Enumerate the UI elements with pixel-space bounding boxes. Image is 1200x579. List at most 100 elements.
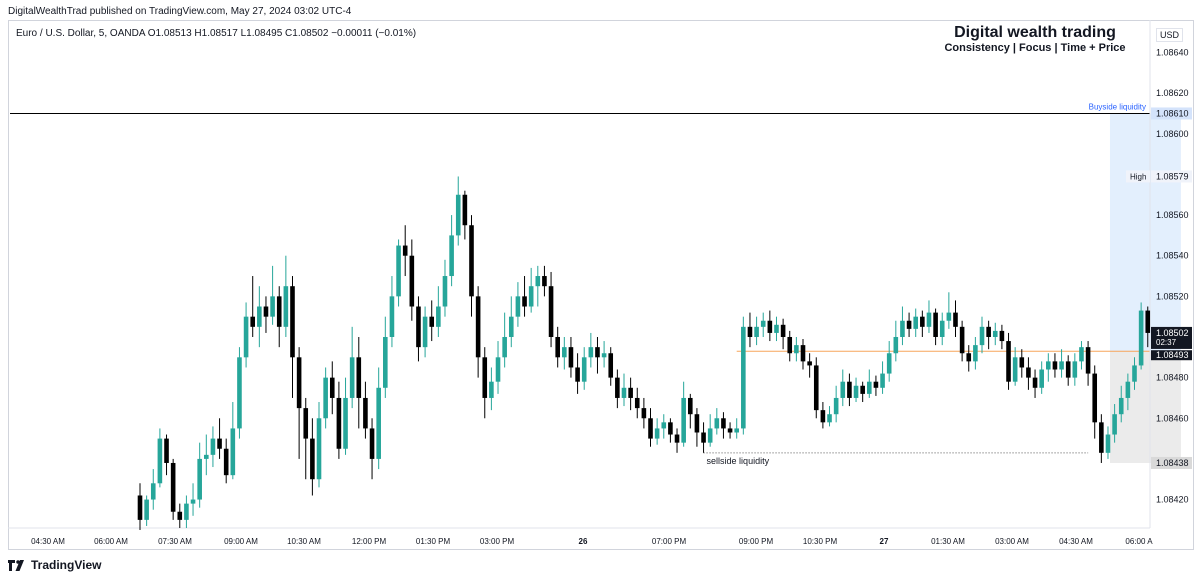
currency-selector[interactable]: USD <box>1156 28 1184 42</box>
candle <box>489 367 494 411</box>
candle <box>674 428 680 453</box>
candle <box>1046 353 1051 382</box>
candle <box>204 434 209 476</box>
candle-body <box>893 336 899 354</box>
candle <box>303 397 309 480</box>
candle <box>1026 357 1031 390</box>
candle-body <box>853 385 859 398</box>
candle <box>1012 347 1018 386</box>
candle <box>966 345 972 372</box>
candles <box>137 176 1151 531</box>
candle <box>920 310 925 337</box>
brand-title: Digital wealth trading <box>954 24 1116 41</box>
candle-body <box>668 422 673 435</box>
candle <box>608 347 614 386</box>
candle-body <box>833 397 839 415</box>
candle <box>210 426 216 468</box>
low-price-bg <box>1151 456 1192 469</box>
candle <box>747 312 753 348</box>
candle-body <box>575 367 580 382</box>
candle <box>336 381 342 459</box>
candle-body <box>966 353 972 362</box>
candle <box>734 418 739 439</box>
candle <box>999 324 1005 350</box>
candle-body <box>787 336 793 354</box>
candle-body <box>721 418 726 429</box>
candle <box>369 418 375 480</box>
candle <box>502 312 507 368</box>
candle <box>482 347 488 419</box>
candle-body <box>913 316 919 329</box>
candle <box>184 495 189 528</box>
candle <box>992 322 998 346</box>
candle <box>754 316 759 346</box>
candle <box>250 276 256 337</box>
footer-logo-text: TradingView <box>31 558 102 572</box>
current-price-tag: 1.08502 02:37 1.08493 <box>1151 326 1192 361</box>
candle <box>409 239 415 321</box>
candle <box>522 276 527 317</box>
candle-body <box>1105 434 1111 453</box>
candle-body <box>1059 361 1064 370</box>
candle <box>694 408 700 447</box>
candle-body <box>376 387 381 459</box>
candle-body <box>906 320 912 329</box>
time-tick-label: 10:30 AM <box>287 537 321 546</box>
time-tick-label: 06:00 AM <box>94 537 128 546</box>
candle-body <box>363 397 368 429</box>
candle-body <box>164 438 169 463</box>
candle-body <box>694 414 700 433</box>
candle-body <box>1085 347 1091 374</box>
candle <box>654 418 660 445</box>
candle-body <box>999 330 1005 342</box>
candle <box>913 308 919 337</box>
candle-body <box>780 324 786 337</box>
time-axis[interactable]: 04:30 AM 06:00 AM 07:30 AM 09:00 AM 10:30 AM… <box>31 537 1153 546</box>
candle <box>1138 302 1144 370</box>
candle <box>687 393 693 429</box>
candle-body <box>515 296 521 317</box>
candle <box>953 300 958 337</box>
candle <box>449 215 454 287</box>
candle <box>402 225 408 277</box>
candle <box>416 296 421 362</box>
candle-body <box>482 357 488 398</box>
candle <box>595 336 600 374</box>
candle-body <box>449 235 454 277</box>
time-tick-label: 01:30 AM <box>931 537 965 546</box>
candle <box>668 418 673 443</box>
chart-frame <box>8 20 1194 550</box>
candle <box>217 418 222 459</box>
candle-body <box>774 324 779 333</box>
candle <box>396 239 401 307</box>
candle <box>1079 341 1084 370</box>
candle <box>230 402 236 480</box>
candle <box>495 341 501 394</box>
candle <box>469 215 474 317</box>
candle <box>1019 349 1025 378</box>
candle <box>926 300 932 333</box>
time-tick-label: 04:30 AM <box>31 537 65 546</box>
footer-brand[interactable]: TradingView <box>8 556 101 574</box>
candle-body <box>701 432 706 443</box>
candle <box>1072 353 1078 386</box>
candle-body <box>621 387 627 398</box>
time-tick-label: 07:00 PM <box>652 537 687 546</box>
price-axis[interactable]: 1.08640 1.08620 1.08600 1.08560 1.08540 1.085… <box>1156 48 1189 505</box>
candle-body <box>900 320 905 337</box>
candle-body <box>495 357 501 382</box>
candle <box>197 442 202 508</box>
candle <box>1132 357 1137 390</box>
price-tick-label: 1.08560 <box>1156 210 1189 220</box>
candle-body <box>727 428 733 433</box>
symbol-ohlc-legend[interactable]: Euro / U.S. Dollar, 5, OANDA O1.08513 H1… <box>16 28 417 39</box>
candle <box>270 265 275 325</box>
candle-body <box>827 414 832 423</box>
candle <box>893 320 899 362</box>
candle <box>833 385 839 423</box>
candle <box>1112 404 1117 443</box>
candle <box>939 312 945 346</box>
candle <box>144 495 149 526</box>
candle <box>343 377 348 455</box>
